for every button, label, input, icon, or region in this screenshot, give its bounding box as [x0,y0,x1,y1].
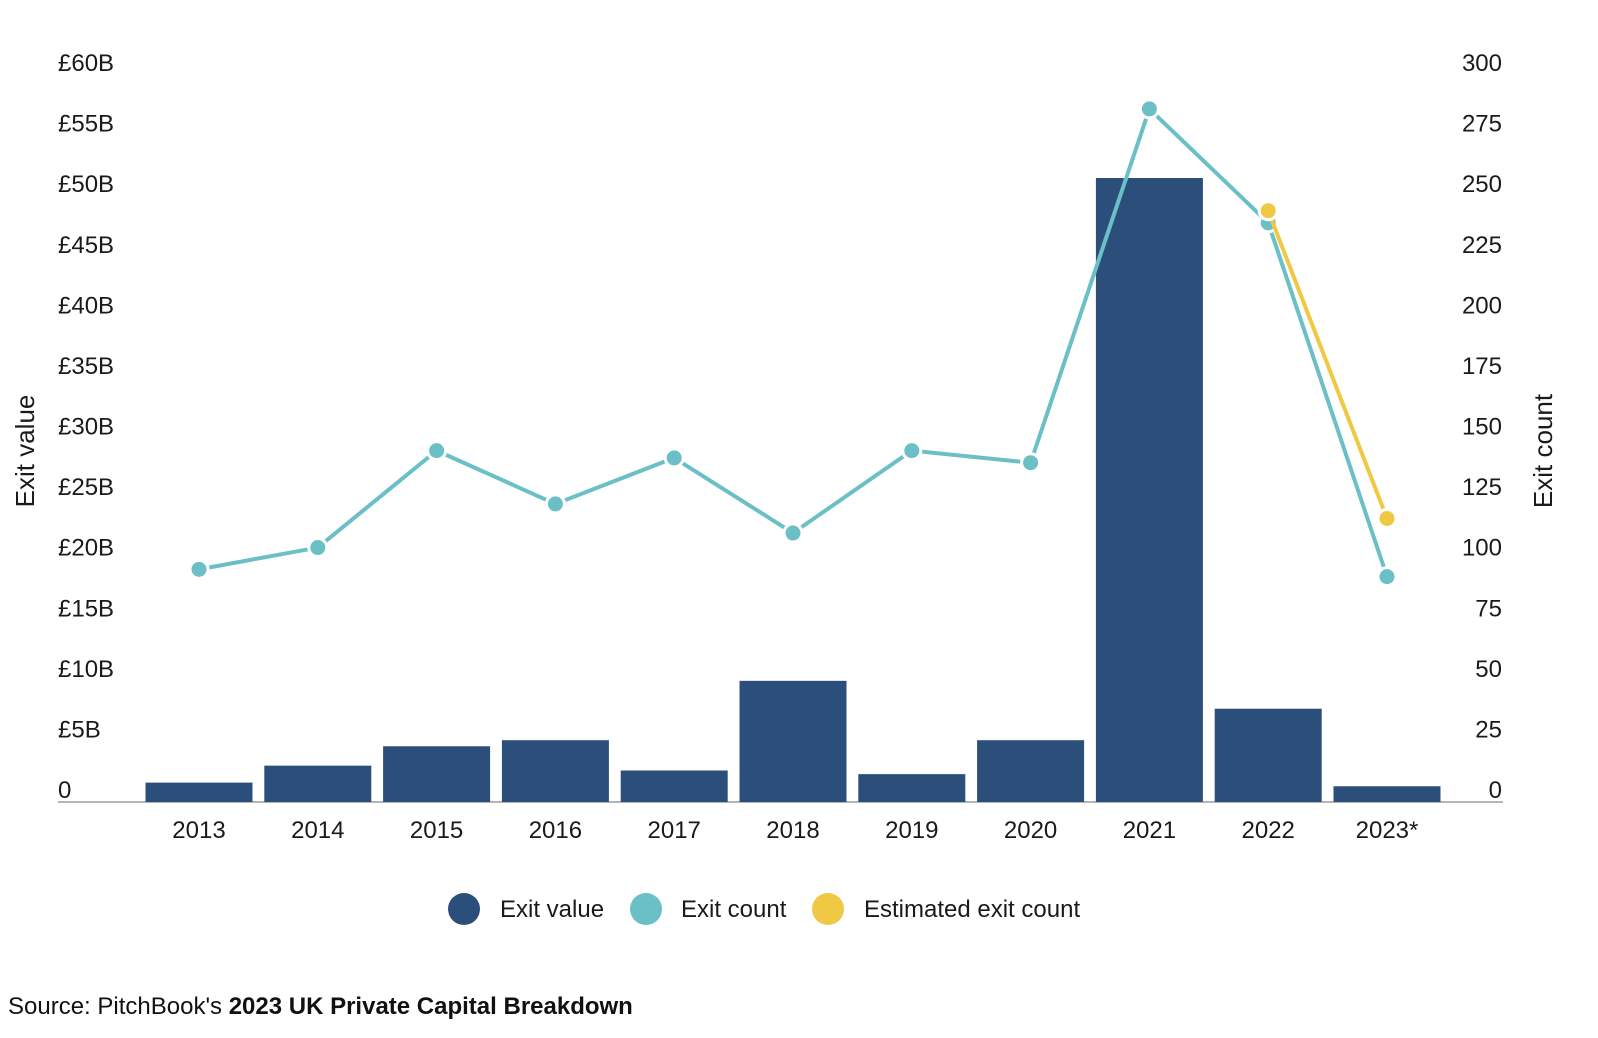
x-tick: 2023* [1356,817,1419,844]
y-tick-right: 250 [1462,171,1502,198]
x-tick: 2015 [410,817,463,844]
x-tick: 2016 [529,817,582,844]
y-tick-left: £5B [58,716,101,743]
y-axis-title-right: Exit count [1528,393,1558,508]
y-tick-right: 300 [1462,50,1502,77]
x-tick: 2014 [291,817,344,844]
bar-exit-value [264,765,372,802]
bar-exit-value [858,774,966,802]
line-exit-count [198,106,1389,578]
y-tick-left: £50B [58,171,114,198]
x-tick: 2018 [766,817,819,844]
legend-swatch [812,893,844,925]
bar-exit-value [501,740,609,802]
y-tick-left: £30B [58,414,114,441]
y-tick-left: £55B [58,111,114,138]
y-tick-right: 200 [1462,292,1502,319]
point-exit-count [901,440,923,462]
y-tick-left: £25B [58,474,114,501]
point-estimated-exit-count [1376,507,1398,529]
legend-label: Exit count [681,896,787,923]
point-exit-count [307,537,329,559]
point-estimated-exit-count [1257,200,1279,222]
y-tick-right: 150 [1462,414,1502,441]
x-tick: 2019 [885,817,938,844]
source-note: Source: PitchBook's 2023 UK Private Capi… [8,993,633,1021]
y-tick-right: 75 [1475,595,1502,622]
bar-exit-value [145,782,253,802]
x-tick: 2021 [1123,817,1176,844]
y-tick-left: £10B [58,656,114,683]
y-tick-right: 225 [1462,232,1502,259]
x-tick: 2022 [1242,817,1295,844]
x-tick: 2017 [648,817,701,844]
legend-label: Exit value [500,896,604,923]
point-exit-count [782,522,804,544]
y-tick-right: 175 [1462,353,1502,380]
chart: 0 £5B £10B £15B £20B £25B £30B £35B £40B £45B £50B… [10,50,1558,925]
y-tick-right: 50 [1475,656,1502,683]
point-exit-count [1138,98,1160,120]
bar-exit-value [1214,708,1322,802]
y-tick-right: 0 [1489,777,1502,804]
point-exit-count [188,558,210,580]
y-tick-left: £20B [58,535,114,562]
y-tick-right: 275 [1462,111,1502,138]
legend-swatch [448,893,480,925]
line-estimated-exit-count [1266,209,1389,520]
y-tick-left: 0 [58,777,71,804]
y-tick-left: £35B [58,353,114,380]
bar-exit-value [620,770,728,802]
bar-exit-value [739,680,847,802]
y-axis-title-left: Exit value [10,395,40,508]
y-tick-left: £60B [58,50,114,77]
point-exit-count [1020,452,1042,474]
y-tick-right: 100 [1462,535,1502,562]
y-tick-right: 25 [1475,716,1502,743]
point-exit-count [544,493,566,515]
source-prefix: Source: PitchBook's [8,993,229,1020]
legend-label: Estimated exit count [864,896,1080,923]
y-tick-left: £45B [58,232,114,259]
bar-exit-value [977,740,1085,802]
source-title: 2023 UK Private Capital Breakdown [228,993,633,1020]
y-tick-right: 125 [1462,474,1502,501]
bar-exit-value [1333,786,1441,802]
bar-exit-value [383,746,491,802]
point-exit-count [426,440,448,462]
legend-swatch [630,893,662,925]
x-tick: 2013 [172,817,225,844]
point-exit-count [1376,566,1398,588]
bar-exit-value [1095,177,1203,802]
point-exit-count [663,447,685,469]
y-tick-left: £40B [58,292,114,319]
x-tick: 2020 [1004,817,1057,844]
y-tick-left: £15B [58,595,114,622]
